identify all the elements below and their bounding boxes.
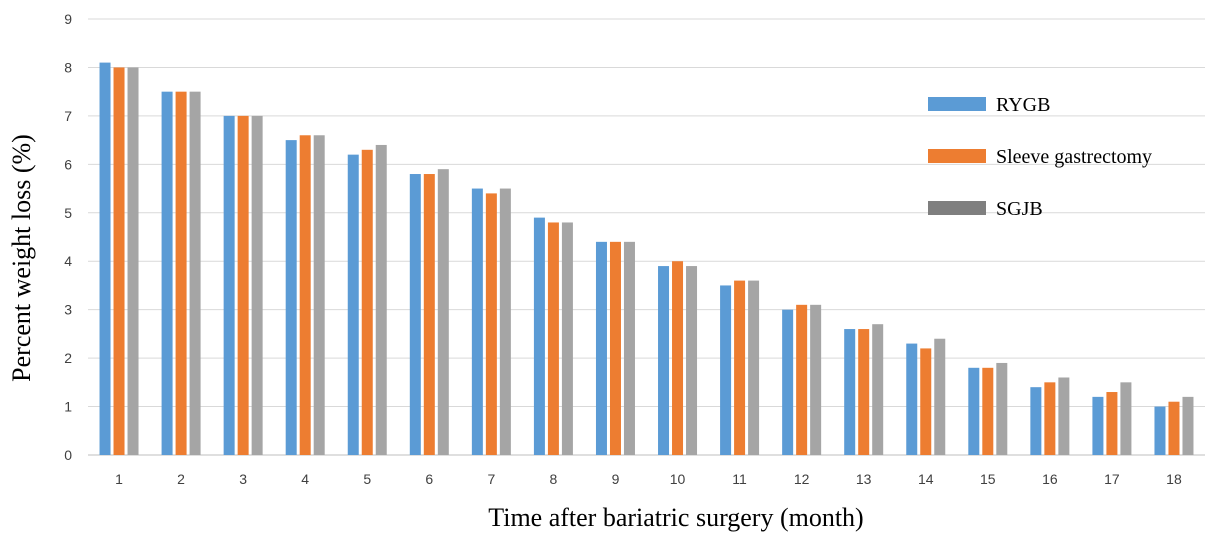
y-tick-label: 9 (64, 11, 72, 27)
x-tick-label: 7 (487, 471, 495, 487)
bar-sleeve-gastrectomy-month-18 (1168, 401, 1180, 455)
bar-sgjb-month-1 (127, 67, 139, 455)
bar-rygb-month-3 (223, 115, 235, 455)
bars (99, 62, 1194, 456)
y-tick-label: 5 (64, 205, 72, 221)
bar-rygb-month-10 (658, 266, 670, 455)
bar-sgjb-month-8 (561, 222, 573, 455)
bar-rygb-month-5 (347, 154, 359, 455)
bar-sgjb-month-10 (686, 266, 698, 455)
x-tick-label: 13 (856, 471, 872, 487)
x-axis-title: Time after bariatric surgery (month) (488, 503, 863, 532)
bar-rygb-month-15 (968, 367, 980, 455)
bar-sgjb-month-3 (251, 115, 263, 455)
x-tick-label: 9 (612, 471, 620, 487)
bar-sgjb-month-4 (313, 135, 325, 455)
bar-rygb-month-13 (844, 329, 856, 455)
bar-sgjb-month-12 (810, 304, 822, 455)
bar-sleeve-gastrectomy-month-10 (672, 261, 684, 455)
x-tick-label: 11 (732, 471, 747, 487)
bar-sgjb-month-14 (934, 338, 946, 455)
y-tick-label: 2 (64, 350, 72, 366)
bar-rygb-month-8 (533, 217, 545, 455)
x-tick-label: 1 (115, 471, 123, 487)
bar-sgjb-month-6 (437, 169, 449, 455)
bar-sgjb-month-13 (872, 324, 884, 455)
y-tick-label: 4 (64, 253, 72, 269)
x-tick-label: 12 (794, 471, 810, 487)
x-tick-label: 15 (980, 471, 996, 487)
bar-sleeve-gastrectomy-month-7 (485, 193, 497, 455)
x-tick-label: 14 (918, 471, 934, 487)
bar-rygb-month-9 (595, 241, 607, 455)
bar-sgjb-month-18 (1182, 396, 1194, 455)
bar-rygb-month-2 (161, 91, 173, 456)
bar-rygb-month-14 (906, 343, 918, 455)
x-tick-label: 17 (1104, 471, 1120, 487)
bar-sleeve-gastrectomy-month-12 (796, 304, 808, 455)
legend-swatch-sgjb (928, 201, 986, 215)
x-axis-ticks: 1 2 3 4 5 6 7 8 9 10 11 12 13 14 15 16 17 18 (115, 471, 1182, 487)
bar-rygb-month-18 (1154, 406, 1166, 455)
y-tick-label: 1 (64, 399, 72, 415)
bar-sleeve-gastrectomy-month-11 (734, 280, 746, 455)
bar-rygb-month-4 (285, 140, 297, 455)
bar-sleeve-gastrectomy-month-16 (1044, 382, 1056, 455)
bar-sleeve-gastrectomy-month-6 (423, 174, 435, 455)
bar-sleeve-gastrectomy-month-2 (175, 91, 187, 456)
y-tick-label: 6 (64, 156, 72, 172)
bar-sgjb-month-15 (996, 362, 1008, 455)
grid (88, 18, 1205, 456)
bar-sleeve-gastrectomy-month-15 (982, 367, 994, 455)
bar-sleeve-gastrectomy-month-13 (858, 329, 870, 455)
bar-sleeve-gastrectomy-month-9 (609, 241, 621, 455)
legend: RYGB Sleeve gastrectomy SGJB (928, 94, 1152, 220)
bar-sgjb-month-17 (1120, 382, 1132, 455)
legend-swatch-sleeve-gastrectomy (928, 149, 986, 163)
legend-label: Sleeve gastrectomy (996, 146, 1152, 168)
bar-sleeve-gastrectomy-month-5 (361, 149, 373, 456)
bar-sleeve-gastrectomy-month-17 (1106, 392, 1118, 455)
x-tick-label: 6 (425, 471, 433, 487)
bar-sgjb-month-5 (375, 144, 387, 455)
bar-rygb-month-1 (99, 62, 111, 455)
bar-sleeve-gastrectomy-month-1 (113, 67, 125, 455)
bar-rygb-month-6 (409, 174, 421, 455)
y-axis-title: Percent weight loss (%) (7, 134, 36, 382)
x-tick-label: 16 (1042, 471, 1058, 487)
bar-sgjb-month-2 (189, 91, 201, 456)
bar-rygb-month-7 (471, 188, 483, 456)
x-tick-label: 18 (1166, 471, 1182, 487)
y-tick-label: 8 (64, 59, 72, 75)
bar-rygb-month-12 (782, 309, 794, 455)
bar-sleeve-gastrectomy-month-3 (237, 115, 249, 455)
y-axis-ticks: 0 1 2 3 4 5 6 7 8 9 (64, 11, 72, 463)
x-tick-label: 4 (301, 471, 309, 487)
y-tick-label: 3 (64, 302, 72, 318)
bar-rygb-month-17 (1092, 396, 1104, 455)
bar-rygb-month-11 (720, 285, 732, 455)
x-tick-label: 2 (177, 471, 185, 487)
bar-rygb-month-16 (1030, 387, 1042, 455)
x-tick-label: 5 (363, 471, 371, 487)
y-tick-label: 7 (64, 108, 72, 124)
bar-sleeve-gastrectomy-month-8 (547, 222, 559, 455)
y-tick-label: 0 (64, 447, 72, 463)
bar-sgjb-month-7 (499, 188, 511, 456)
x-tick-label: 3 (239, 471, 247, 487)
legend-label: SGJB (996, 198, 1043, 220)
legend-label: RYGB (996, 94, 1050, 116)
legend-swatch-rygb (928, 97, 986, 111)
x-tick-label: 10 (670, 471, 686, 487)
x-tick-label: 8 (550, 471, 558, 487)
bar-sgjb-month-11 (748, 280, 760, 455)
bar-sgjb-month-16 (1058, 377, 1070, 455)
bar-sleeve-gastrectomy-month-4 (299, 135, 311, 455)
bar-sleeve-gastrectomy-month-14 (920, 348, 932, 455)
bar-sgjb-month-9 (623, 241, 635, 455)
